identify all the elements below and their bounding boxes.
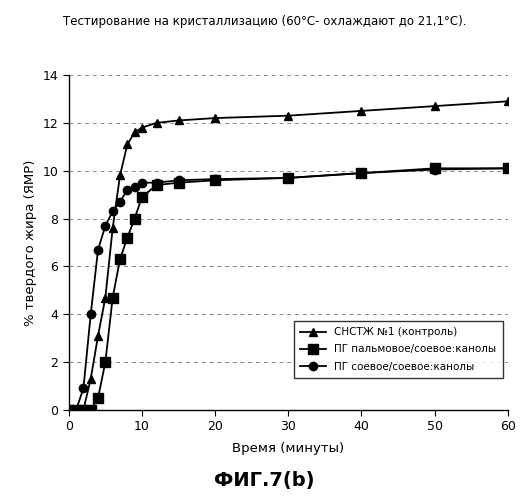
СНСТЖ №1 (контроль) xyxy=(117,172,123,178)
СНСТЖ №1 (контроль) xyxy=(110,225,116,231)
СНСТЖ №1 (контроль) xyxy=(285,112,291,118)
ПГ соевое/соевое:канолы xyxy=(102,223,108,229)
СНСТЖ №1 (контроль) xyxy=(80,407,87,413)
ПГ пальмовое/соевое:канолы xyxy=(102,359,108,365)
ПГ пальмовое/соевое:канолы xyxy=(153,182,160,188)
СНСТЖ №1 (контроль) xyxy=(131,130,138,136)
ПГ пальмовое/соевое:канолы xyxy=(80,407,87,413)
ПГ соевое/соевое:канолы xyxy=(505,166,511,172)
СНСТЖ №1 (контроль) xyxy=(124,142,131,148)
ПГ пальмовое/соевое:канолы xyxy=(73,407,79,413)
ПГ соевое/соевое:канолы xyxy=(139,180,145,186)
Text: Тестирование на кристаллизацию (60°С- охлаждают до 21,1°С).: Тестирование на кристаллизацию (60°С- ох… xyxy=(63,15,466,28)
ПГ соевое/соевое:канолы xyxy=(285,175,291,181)
ПГ соевое/соевое:канолы xyxy=(432,166,438,172)
СНСТЖ №1 (контроль) xyxy=(358,108,364,114)
СНСТЖ №1 (контроль) xyxy=(212,115,218,121)
ПГ пальмовое/соевое:канолы xyxy=(285,175,291,181)
X-axis label: Время (минуты): Время (минуты) xyxy=(232,442,344,455)
ПГ пальмовое/соевое:канолы xyxy=(175,180,182,186)
ПГ соевое/соевое:канолы xyxy=(88,312,94,318)
ПГ пальмовое/соевое:канолы xyxy=(505,166,511,172)
ПГ соевое/соевое:канолы xyxy=(73,407,79,413)
ПГ соевое/соевое:канолы xyxy=(358,170,364,176)
ПГ соевое/соевое:канолы xyxy=(124,187,131,193)
СНСТЖ №1 (контроль) xyxy=(153,120,160,126)
Line: ПГ соевое/соевое:канолы: ПГ соевое/соевое:канолы xyxy=(65,164,512,414)
ПГ пальмовое/соевое:канолы xyxy=(95,395,101,401)
СНСТЖ №1 (контроль) xyxy=(139,124,145,130)
СНСТЖ №1 (контроль) xyxy=(66,407,72,413)
ПГ соевое/соевое:канолы xyxy=(212,176,218,182)
Line: СНСТЖ №1 (контроль): СНСТЖ №1 (контроль) xyxy=(65,97,512,414)
СНСТЖ №1 (контроль) xyxy=(95,333,101,339)
ПГ пальмовое/соевое:канолы xyxy=(66,407,72,413)
Legend: СНСТЖ №1 (контроль), ПГ пальмовое/соевое:канолы, ПГ соевое/соевое:канолы: СНСТЖ №1 (контроль), ПГ пальмовое/соевое… xyxy=(294,321,503,378)
Text: ФИГ.7(b): ФИГ.7(b) xyxy=(214,471,315,490)
ПГ пальмовое/соевое:канолы xyxy=(358,170,364,176)
ПГ пальмовое/соевое:канолы xyxy=(139,194,145,200)
Line: ПГ пальмовое/соевое:канолы: ПГ пальмовое/соевое:канолы xyxy=(64,164,513,415)
ПГ пальмовое/соевое:канолы xyxy=(117,256,123,262)
ПГ пальмовое/соевое:канолы xyxy=(124,234,131,240)
ПГ пальмовое/соевое:канолы xyxy=(212,178,218,184)
ПГ пальмовое/соевое:канолы xyxy=(432,166,438,172)
ПГ соевое/соевое:канолы xyxy=(153,180,160,186)
СНСТЖ №1 (контроль) xyxy=(73,407,79,413)
ПГ соевое/соевое:канолы xyxy=(117,199,123,205)
ПГ соевое/соевое:канолы xyxy=(66,407,72,413)
ПГ соевое/соевое:канолы xyxy=(175,178,182,184)
ПГ пальмовое/соевое:канолы xyxy=(131,216,138,222)
ПГ соевое/соевое:канолы xyxy=(131,184,138,190)
ПГ соевое/соевое:канолы xyxy=(110,208,116,214)
ПГ соевое/соевое:канолы xyxy=(80,386,87,392)
ПГ пальмовое/соевое:канолы xyxy=(88,407,94,413)
СНСТЖ №1 (контроль) xyxy=(505,98,511,104)
ПГ пальмовое/соевое:канолы xyxy=(110,294,116,300)
СНСТЖ №1 (контроль) xyxy=(175,118,182,124)
Y-axis label: % твердого жира (ЯМР): % твердого жира (ЯМР) xyxy=(24,160,37,326)
ПГ соевое/соевое:канолы xyxy=(95,246,101,252)
СНСТЖ №1 (контроль) xyxy=(102,294,108,300)
СНСТЖ №1 (контроль) xyxy=(88,376,94,382)
СНСТЖ №1 (контроль) xyxy=(432,103,438,109)
